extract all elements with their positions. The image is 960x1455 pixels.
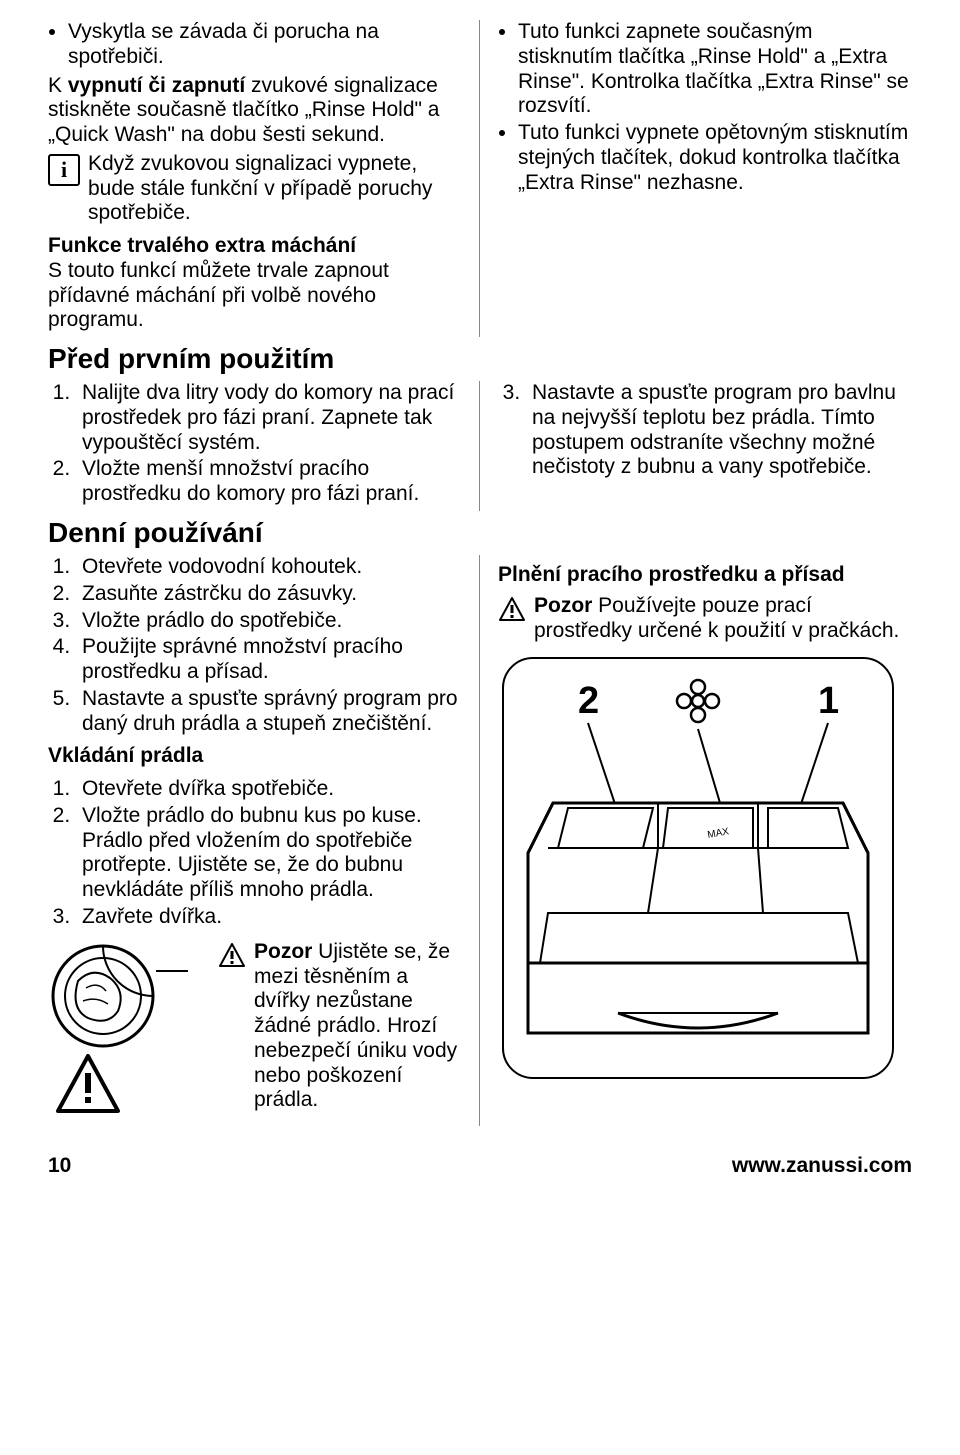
ordered-list: Nalijte dva litry vody do komory na prac…	[48, 381, 461, 507]
bold-text: vypnutí či zapnutí	[68, 74, 245, 97]
detergent-drawer-illustration: 2 1	[498, 653, 898, 1083]
list-item: Nalijte dva litry vody do komory na prac…	[76, 381, 461, 455]
para: S touto funkcí můžete trvale zapnout pří…	[48, 259, 461, 333]
flower-icon	[677, 680, 719, 722]
s2-row: Otevřete vodovodní kohoutek. Zasuňte zás…	[48, 555, 912, 1126]
caution-icon	[218, 942, 246, 968]
caution-text: Pozor Používejte pouze prací prostředky …	[534, 594, 912, 644]
footer-site: www.zanussi.com	[732, 1154, 912, 1178]
list-item: Otevřete dvířka spotřebiče.	[76, 777, 461, 802]
text: K	[48, 74, 68, 97]
section-heading: Denní používání	[48, 517, 912, 549]
page-footer: 10 www.zanussi.com	[0, 1146, 960, 1196]
subheading: Funkce trvalého extra máchání	[48, 234, 461, 259]
bullet-item: Tuto funkci vypnete opětovným stisknutím…	[518, 121, 912, 195]
bullet-list: Tuto funkci zapnete současným stisknutím…	[498, 20, 912, 195]
ordered-list: Otevřete dvířka spotřebiče. Vložte prádl…	[48, 777, 461, 930]
info-box: i Když zvukovou signalizaci vypnete, bud…	[48, 152, 461, 226]
s1-row: Nalijte dva litry vody do komory na prac…	[48, 381, 912, 511]
list-item: Zasuňte zástrčku do zásuvky.	[76, 582, 461, 607]
s2-left: Otevřete vodovodní kohoutek. Zasuňte zás…	[48, 555, 480, 1126]
top-left-col: Vyskytla se závada či porucha na spotřeb…	[48, 20, 480, 337]
page-number: 10	[48, 1154, 71, 1178]
section-heading: Před prvním použitím	[48, 343, 912, 375]
caution-row: Pozor Ujistěte se, že mezi těsněním a dv…	[218, 940, 461, 1113]
bullet-item: Tuto funkci zapnete současným stisknutím…	[518, 20, 912, 119]
list-item: Použijte správné množství pracího prostř…	[76, 635, 461, 685]
text: Ujistěte se, že mezi těsněním a dvířky n…	[254, 940, 457, 1112]
bold-label: Pozor	[254, 940, 312, 963]
subheading: Vkládání prádla	[48, 744, 461, 769]
top-row: Vyskytla se závada či porucha na spotřeb…	[48, 20, 912, 337]
bullet-item: Vyskytla se závada či porucha na spotřeb…	[68, 20, 461, 70]
list-item: Zavřete dvířka.	[76, 905, 461, 930]
subheading: Plnění pracího prostředku a přísad	[498, 563, 912, 588]
s2-right: Plnění pracího prostředku a přísad Pozor…	[480, 555, 912, 1126]
door-warning-block: Pozor Ujistěte se, že mezi těsněním a dv…	[48, 936, 461, 1126]
bold-label: Pozor	[534, 594, 592, 617]
ordered-list: Nastavte a spusťte program pro bavlnu na…	[498, 381, 912, 480]
list-item: Otevřete vodovodní kohoutek.	[76, 555, 461, 580]
caution-row: Pozor Používejte pouze prací prostředky …	[498, 594, 912, 644]
info-text: Když zvukovou signalizaci vypnete, bude …	[88, 152, 461, 226]
s1-right: Nastavte a spusťte program pro bavlnu na…	[480, 381, 912, 511]
s1-left: Nalijte dva litry vody do komory na prac…	[48, 381, 480, 511]
door-warning-illustration	[48, 936, 208, 1126]
drawer-label-1: 1	[818, 680, 839, 722]
list-item: Nastavte a spusťte program pro bavlnu na…	[526, 381, 912, 480]
drawer-label-2: 2	[578, 680, 599, 722]
list-item: Vložte menší množství pracího prostředku…	[76, 457, 461, 507]
list-item: Nastavte a spusťte správný program pro d…	[76, 687, 461, 737]
info-icon: i	[48, 154, 80, 186]
caution-text: Pozor Ujistěte se, že mezi těsněním a dv…	[254, 940, 461, 1113]
para: K vypnutí či zapnutí zvukové signalizace…	[48, 74, 461, 148]
caution-icon	[498, 596, 526, 622]
ordered-list: Otevřete vodovodní kohoutek. Zasuňte zás…	[48, 555, 461, 736]
list-item: Vložte prádlo do spotřebiče.	[76, 609, 461, 634]
manual-page: Vyskytla se závada či porucha na spotřeb…	[0, 0, 960, 1146]
bullet-list: Vyskytla se závada či porucha na spotřeb…	[48, 20, 461, 70]
detergent-drawer-figure: 2 1	[498, 653, 912, 1083]
list-item: Vložte prádlo do bubnu kus po kuse. Prád…	[76, 804, 461, 903]
top-right-col: Tuto funkci zapnete současným stisknutím…	[480, 20, 912, 337]
door-warning-text-wrap: Pozor Ujistěte se, že mezi těsněním a dv…	[218, 936, 461, 1117]
